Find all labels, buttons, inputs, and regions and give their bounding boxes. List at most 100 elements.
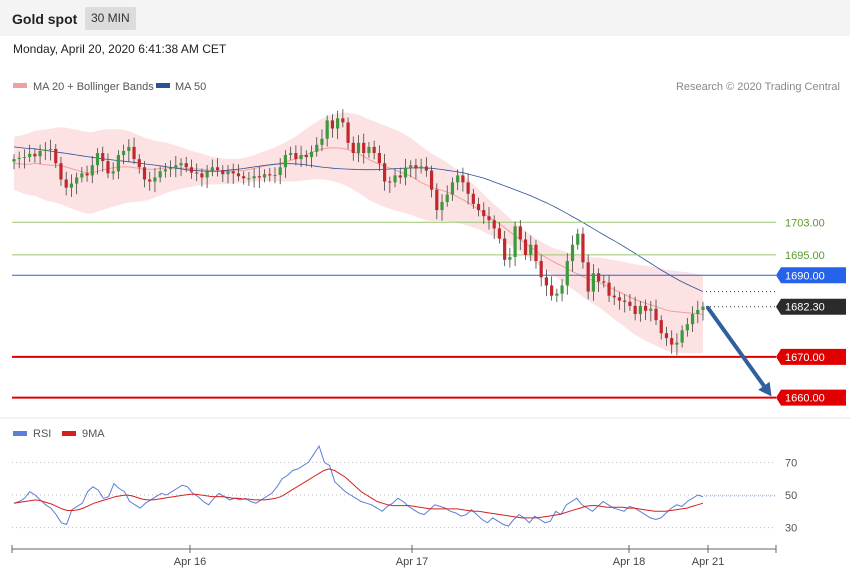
candle-body — [231, 171, 235, 174]
candle-body — [309, 151, 314, 158]
candle-body — [17, 157, 21, 160]
candle-body — [393, 175, 397, 183]
candle-body — [382, 163, 387, 182]
candle-body — [450, 182, 455, 195]
rsi-tick-label: 30 — [785, 523, 797, 535]
candle-body — [643, 305, 648, 311]
support-tag — [776, 389, 846, 406]
candle-body — [320, 138, 324, 145]
candle-body — [409, 165, 413, 169]
candle-body — [179, 163, 183, 166]
candle-body — [445, 194, 449, 202]
candle-body — [54, 148, 58, 164]
candle-body — [148, 179, 152, 182]
candle-body — [513, 226, 517, 257]
candle-body — [602, 281, 606, 283]
rsi-tick-label: 50 — [785, 490, 797, 502]
candle-body — [69, 183, 74, 188]
candle-body — [476, 203, 481, 211]
bollinger-bands — [14, 112, 703, 354]
candle-body — [315, 144, 319, 152]
candle-body — [570, 244, 575, 262]
candle-body — [597, 273, 601, 282]
candle-body — [101, 153, 105, 162]
candle-body — [440, 201, 444, 211]
x-tick-label: Apr 21 — [692, 556, 724, 568]
chart-header-bar — [0, 0, 850, 36]
candle-body — [403, 168, 408, 178]
candle-body — [330, 120, 335, 129]
candle-body — [64, 179, 68, 188]
pivot-label: 1690.00 — [785, 270, 825, 282]
candle-body — [461, 175, 465, 183]
x-axis: Apr 16 Apr 17 Apr 18 Apr 21 — [11, 545, 777, 568]
candle-body — [492, 220, 496, 229]
candlesticks — [12, 109, 705, 356]
candle-body — [200, 173, 204, 178]
research-credit: Research © 2020 Trading Central — [676, 81, 840, 93]
candle-body — [623, 300, 627, 302]
candle-body — [278, 167, 282, 176]
candle-body — [205, 171, 209, 178]
candle-body — [12, 159, 16, 162]
candle-body — [654, 308, 658, 321]
candle-body — [429, 170, 434, 190]
candle-body — [419, 166, 423, 169]
candle-body — [137, 159, 141, 168]
candle-body — [252, 176, 256, 179]
candle-body — [518, 226, 522, 240]
candle-body — [664, 333, 669, 339]
candle-body — [325, 120, 329, 139]
candle-body — [226, 171, 230, 175]
candle-body — [576, 233, 580, 245]
candle-body — [268, 174, 272, 176]
candle-body — [466, 182, 470, 194]
candle-body — [242, 176, 246, 179]
candle-body — [247, 178, 251, 180]
candle-body — [153, 177, 157, 182]
report-datetime: Monday, April 20, 2020 6:41:38 AM CET — [13, 42, 227, 56]
candle-body — [351, 142, 355, 153]
resistance-label: 1695.00 — [785, 250, 825, 262]
candle-body — [539, 261, 543, 278]
candle-body — [581, 233, 585, 263]
ma20-legend-label: MA 20 + Bollinger Bands — [33, 81, 154, 93]
candle-body — [680, 330, 684, 343]
candle-body — [372, 146, 376, 153]
candle-body — [80, 173, 84, 178]
candle-body — [22, 157, 27, 159]
candle-body — [638, 305, 642, 315]
candle-body — [210, 167, 214, 172]
candle-body — [174, 165, 178, 169]
pivot-tag — [776, 267, 846, 284]
rsi-legend: RSI 9MA — [13, 428, 105, 440]
support-label: 1670.00 — [785, 352, 825, 364]
candle-body — [701, 306, 705, 310]
candle-body — [111, 171, 115, 174]
candle-body — [471, 193, 475, 204]
candle-body — [377, 153, 381, 164]
candle-body — [336, 118, 340, 129]
timeframe-badge[interactable]: 30 MIN — [85, 7, 136, 30]
candle-body — [362, 142, 366, 153]
candle-body — [48, 148, 53, 150]
candle-body — [534, 244, 538, 262]
candle-body — [628, 301, 632, 306]
candle-body — [294, 153, 298, 160]
candle-body — [633, 305, 637, 315]
candle-body — [497, 228, 502, 239]
candle-body — [398, 175, 402, 178]
candle-body — [690, 314, 695, 325]
support-tag — [776, 348, 846, 365]
candle-body — [456, 175, 460, 183]
candle-body — [257, 176, 261, 178]
candle-body — [132, 146, 136, 160]
candle-body — [685, 324, 689, 331]
x-tick-label: Apr 17 — [396, 556, 428, 568]
candle-body — [106, 161, 110, 174]
candle-body — [299, 155, 303, 160]
candle-body — [591, 273, 595, 292]
candle-body — [283, 155, 288, 168]
candle-body — [75, 177, 79, 184]
candle-body — [163, 169, 167, 172]
